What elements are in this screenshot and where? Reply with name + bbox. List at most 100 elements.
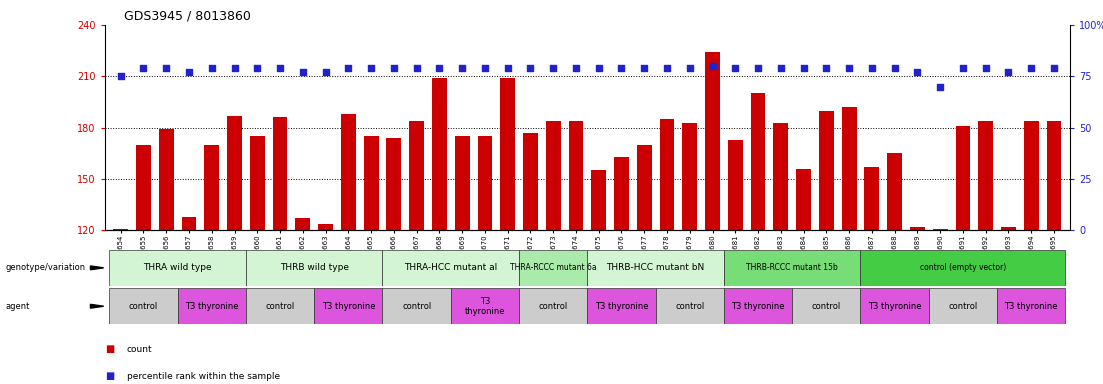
Bar [109, 288, 178, 324]
Bar [204, 145, 219, 230]
Point [476, 65, 494, 71]
Point [430, 65, 448, 71]
Text: ■: ■ [105, 371, 114, 381]
Point [271, 65, 289, 71]
Point [340, 65, 357, 71]
Bar [796, 169, 811, 230]
Text: T3 thyronine: T3 thyronine [185, 302, 238, 311]
Text: THRB-RCCC mutant 15b: THRB-RCCC mutant 15b [747, 263, 838, 272]
Bar [136, 145, 151, 230]
Bar [227, 116, 242, 230]
Bar [159, 129, 173, 230]
Text: THRB-HCC mutant bN: THRB-HCC mutant bN [607, 263, 705, 272]
Bar [792, 288, 860, 324]
Text: T3 thyronine: T3 thyronine [1005, 302, 1058, 311]
Point [886, 65, 903, 71]
Bar [614, 157, 629, 230]
Bar [568, 121, 583, 230]
Bar [1002, 227, 1016, 230]
Point [977, 65, 995, 71]
Bar [314, 288, 383, 324]
Bar [478, 136, 492, 230]
Text: control: control [675, 302, 705, 311]
Point [203, 65, 221, 71]
Point [772, 65, 790, 71]
Bar [910, 227, 924, 230]
Bar [383, 288, 451, 324]
Bar [182, 217, 196, 230]
Bar [728, 140, 742, 230]
Point [840, 65, 858, 71]
Bar [523, 133, 538, 230]
Bar [591, 170, 607, 230]
Text: control: control [401, 302, 431, 311]
Bar [865, 167, 879, 230]
Point [135, 65, 152, 71]
Point [385, 65, 403, 71]
Point [317, 69, 334, 75]
Bar [546, 121, 560, 230]
Point [567, 65, 585, 71]
Bar [109, 250, 246, 286]
Bar [246, 250, 383, 286]
Point [635, 65, 653, 71]
Text: T3 thyronine: T3 thyronine [595, 302, 649, 311]
Point [704, 63, 721, 69]
Bar [318, 223, 333, 230]
Point [248, 65, 266, 71]
Text: THRA-RCCC mutant 6a: THRA-RCCC mutant 6a [510, 263, 597, 272]
Text: T3 thyronine: T3 thyronine [731, 302, 785, 311]
Point [545, 65, 563, 71]
Bar [955, 126, 971, 230]
Text: T3
thyronine: T3 thyronine [464, 296, 505, 316]
Point [180, 69, 197, 75]
Polygon shape [90, 266, 104, 270]
Bar [860, 250, 1065, 286]
Bar [409, 121, 424, 230]
Text: THRA wild type: THRA wild type [143, 263, 212, 272]
Bar [929, 288, 997, 324]
Bar [272, 118, 288, 230]
Bar [520, 250, 587, 286]
Point [499, 65, 516, 71]
Bar [997, 288, 1065, 324]
Bar [724, 288, 792, 324]
Point [658, 65, 676, 71]
Bar [978, 121, 993, 230]
Point [295, 69, 312, 75]
Bar [655, 288, 724, 324]
Point [111, 73, 129, 79]
Point [158, 65, 175, 71]
Point [795, 65, 813, 71]
Text: control: control [538, 302, 568, 311]
Bar [842, 107, 857, 230]
Text: agent: agent [6, 302, 30, 311]
Bar [250, 136, 265, 230]
Point [749, 65, 767, 71]
Text: control: control [129, 302, 158, 311]
Bar [636, 145, 652, 230]
Text: control: control [812, 302, 840, 311]
Bar [386, 138, 401, 230]
Text: T3 thyronine: T3 thyronine [322, 302, 375, 311]
Bar [296, 218, 310, 230]
Bar [660, 119, 674, 230]
Point [909, 69, 927, 75]
Point [727, 65, 745, 71]
Point [453, 65, 471, 71]
Text: T3 thyronine: T3 thyronine [868, 302, 921, 311]
Point [817, 65, 835, 71]
Bar [683, 122, 697, 230]
Point [612, 65, 630, 71]
Point [408, 65, 426, 71]
Point [999, 69, 1017, 75]
Bar [860, 288, 929, 324]
Text: control: control [949, 302, 977, 311]
Text: THRB wild type: THRB wild type [280, 263, 349, 272]
Text: THRA-HCC mutant al: THRA-HCC mutant al [404, 263, 497, 272]
Text: GDS3945 / 8013860: GDS3945 / 8013860 [124, 9, 251, 22]
Text: control: control [266, 302, 295, 311]
Point [931, 84, 949, 90]
Text: genotype/variation: genotype/variation [6, 263, 86, 272]
Bar [705, 52, 720, 230]
